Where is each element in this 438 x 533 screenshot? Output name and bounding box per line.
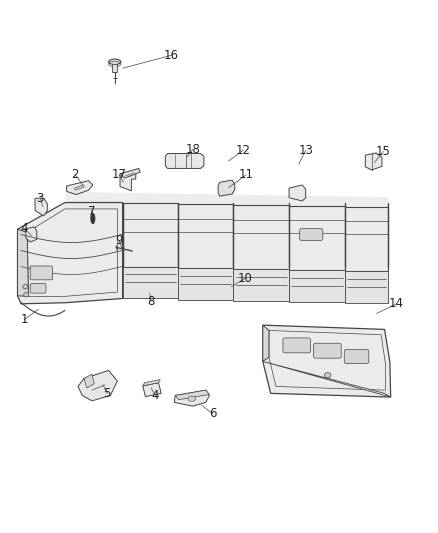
FancyBboxPatch shape	[314, 343, 341, 358]
Polygon shape	[345, 271, 388, 303]
FancyBboxPatch shape	[300, 229, 323, 240]
Polygon shape	[233, 269, 289, 301]
Polygon shape	[120, 168, 140, 178]
Polygon shape	[123, 266, 178, 298]
Text: 5: 5	[104, 387, 111, 400]
Polygon shape	[289, 206, 345, 270]
Polygon shape	[84, 374, 94, 388]
Polygon shape	[174, 390, 209, 406]
Text: 11: 11	[239, 168, 254, 181]
FancyBboxPatch shape	[283, 338, 311, 353]
Polygon shape	[218, 180, 235, 196]
Polygon shape	[67, 181, 93, 195]
Polygon shape	[289, 270, 345, 302]
Polygon shape	[233, 205, 289, 269]
Polygon shape	[263, 325, 391, 397]
Polygon shape	[66, 192, 388, 272]
Polygon shape	[175, 390, 209, 400]
Polygon shape	[166, 154, 204, 168]
Polygon shape	[123, 203, 178, 266]
FancyBboxPatch shape	[344, 350, 369, 364]
Text: 7: 7	[88, 205, 96, 217]
Text: 4: 4	[20, 222, 28, 235]
Text: 1: 1	[20, 313, 28, 326]
Polygon shape	[143, 383, 161, 397]
Text: 13: 13	[298, 144, 313, 157]
Text: 17: 17	[112, 168, 127, 181]
FancyBboxPatch shape	[30, 284, 46, 293]
Text: 10: 10	[238, 272, 253, 285]
Text: 9: 9	[115, 235, 123, 247]
Polygon shape	[365, 153, 382, 170]
Text: 12: 12	[236, 144, 251, 157]
Polygon shape	[18, 203, 123, 304]
Polygon shape	[143, 379, 160, 386]
Polygon shape	[74, 185, 84, 190]
Ellipse shape	[324, 373, 331, 378]
Text: 14: 14	[389, 297, 404, 310]
Polygon shape	[18, 229, 28, 296]
Text: 3: 3	[37, 192, 44, 205]
Polygon shape	[178, 268, 233, 300]
Text: 16: 16	[163, 49, 178, 62]
Ellipse shape	[23, 285, 28, 289]
FancyBboxPatch shape	[30, 266, 53, 280]
Polygon shape	[112, 64, 117, 72]
Text: 8: 8	[148, 295, 155, 308]
Polygon shape	[345, 207, 388, 271]
Text: 2: 2	[71, 168, 79, 181]
Polygon shape	[263, 361, 391, 397]
Polygon shape	[178, 204, 233, 268]
Text: 6: 6	[208, 407, 216, 420]
Ellipse shape	[24, 293, 29, 297]
Text: 15: 15	[376, 145, 391, 158]
Text: 18: 18	[185, 143, 200, 156]
Polygon shape	[120, 171, 136, 191]
Ellipse shape	[188, 396, 196, 401]
Polygon shape	[35, 198, 47, 216]
Text: 4: 4	[152, 389, 159, 402]
Polygon shape	[289, 185, 306, 201]
Ellipse shape	[91, 213, 95, 224]
Polygon shape	[78, 370, 117, 401]
Ellipse shape	[109, 59, 121, 64]
Polygon shape	[26, 227, 37, 242]
Polygon shape	[263, 325, 269, 361]
